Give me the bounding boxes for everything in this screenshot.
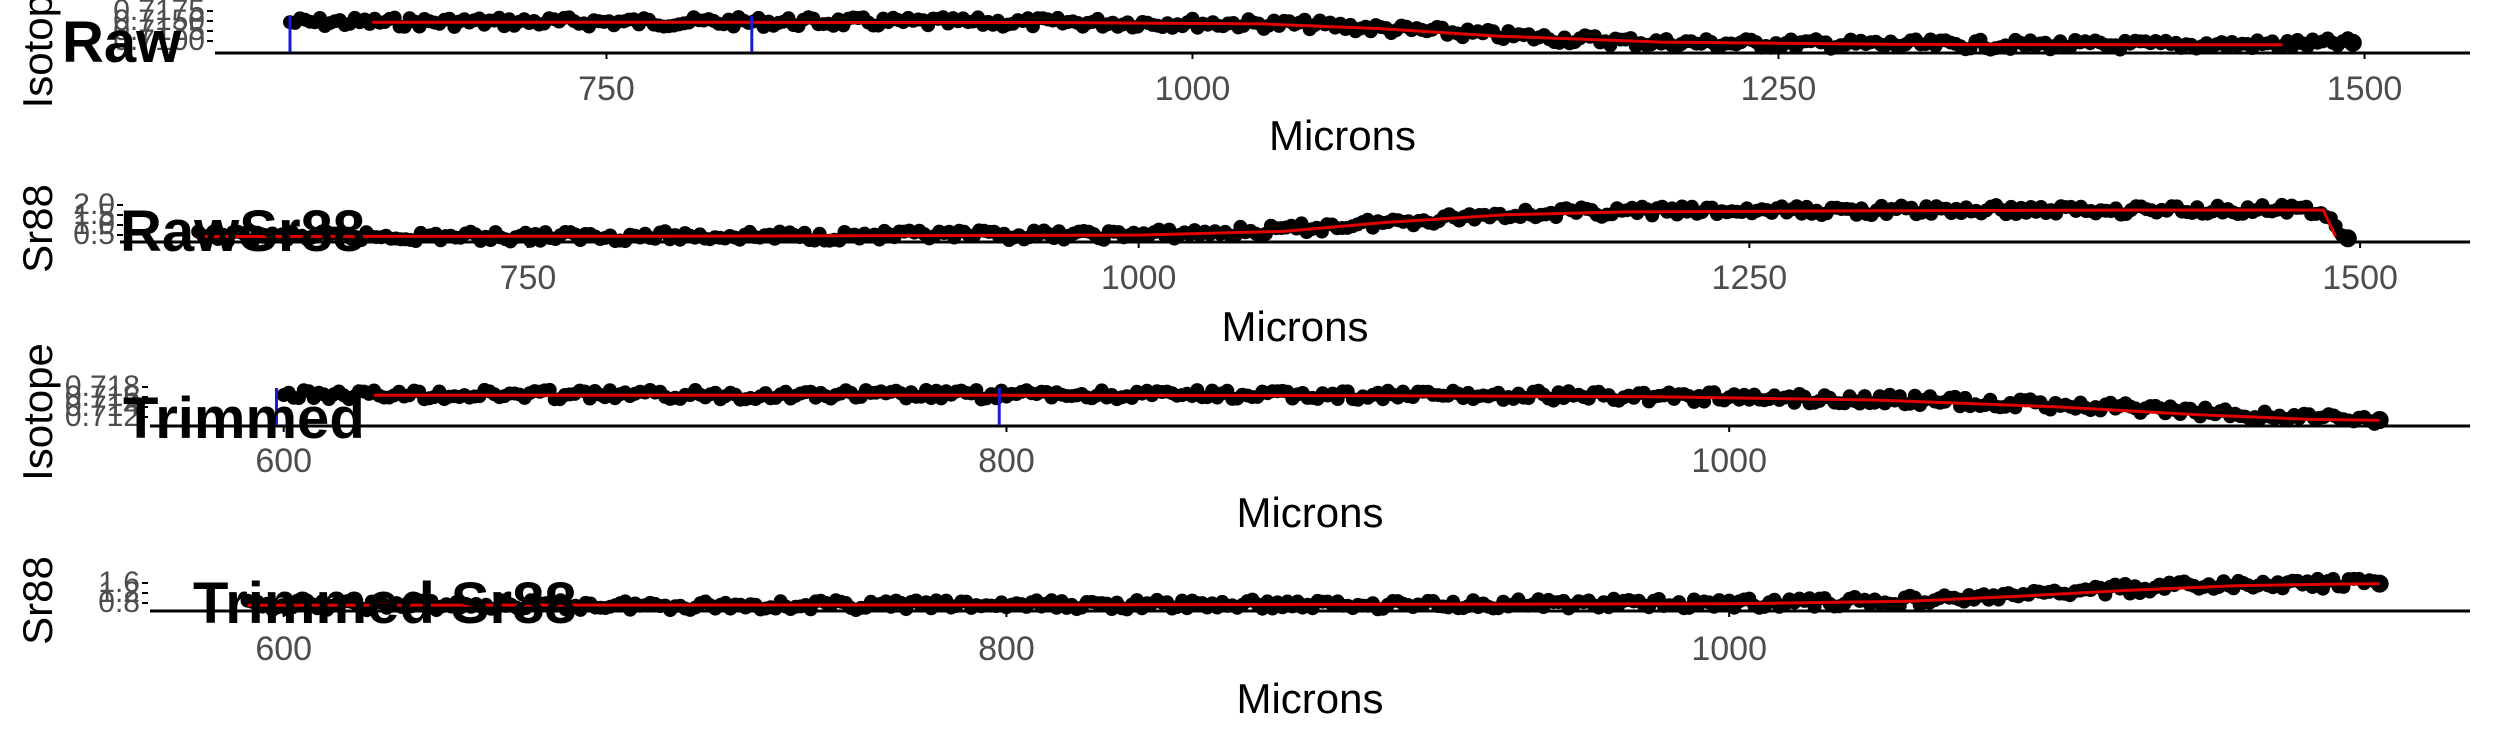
y-tick-label: 1.6: [98, 566, 140, 599]
x-axis-title: Microns: [1236, 675, 1383, 722]
x-axis-title: Microns: [1269, 112, 1416, 159]
y-tick-label: 0.7125: [113, 14, 205, 47]
x-tick-label: 1500: [2327, 70, 2403, 108]
x-tick-label: 1000: [1101, 259, 1177, 297]
x-tick-label: 1000: [1691, 442, 1767, 480]
x-tick-label: 600: [255, 630, 312, 668]
y-tick-label: 0.7100: [113, 24, 205, 57]
panel-title: Raw: [62, 10, 182, 75]
x-tick-label: 1000: [1691, 630, 1767, 668]
x-tick-label: 1500: [2322, 259, 2398, 297]
y-tick-label: 1.5: [73, 198, 115, 231]
fit-line: [198, 208, 2337, 238]
y-axis-title: Sr88: [14, 556, 61, 645]
panel-2: 750 1000 1250 1500 2.01.51.00.5 Microns Sr88 Ra…: [14, 184, 2470, 350]
x-tick-label: 1250: [1712, 259, 1788, 297]
y-axis-title: Sr88: [14, 184, 61, 273]
y-tick-label: 1.0: [73, 208, 115, 241]
y-tick-label: 0.8: [98, 586, 140, 619]
data-point: [2338, 229, 2357, 248]
y-tick-label: 0.712: [65, 400, 140, 433]
y-axis-title: Isotope: [14, 343, 61, 481]
fit-line: [374, 393, 2380, 422]
x-axis-title: Microns: [1221, 303, 1368, 350]
y-tick-label: 2.0: [73, 188, 115, 221]
x-tick-label: 1250: [1741, 70, 1817, 108]
y-tick-label: 0.7175: [113, 0, 205, 27]
fit-line: [372, 20, 2283, 47]
x-axis-title: Microns: [1236, 489, 1383, 536]
y-axis-title: Isotope: [14, 0, 61, 108]
y-tick-label: 0.714: [65, 390, 140, 423]
x-tick-label: 750: [578, 70, 635, 108]
panel-4: 600 800 1000 1.61.20.8 Microns Sr88 Trimmed Sr…: [14, 556, 2470, 722]
y-tick-label: 1.2: [98, 576, 140, 609]
data-points: [283, 10, 2362, 57]
x-tick-label: 750: [500, 259, 557, 297]
panel-title: Trimmed Sr88: [193, 571, 577, 636]
x-tick-label: 1000: [1155, 70, 1231, 108]
y-tick-label: 0.5: [73, 218, 115, 251]
data-point: [2343, 33, 2362, 52]
fit-line: [247, 582, 2380, 607]
y-tick-label: 0.718: [65, 370, 140, 403]
x-tick-label: 600: [255, 442, 312, 480]
x-tick-label: 800: [978, 630, 1035, 668]
x-tick-label: 800: [978, 442, 1035, 480]
y-tick-label: 0.716: [65, 380, 140, 413]
panel-title: RawSr88: [120, 199, 365, 264]
y-tick-label: 0.7150: [113, 4, 205, 37]
panel-title: Trimmed: [123, 386, 365, 451]
